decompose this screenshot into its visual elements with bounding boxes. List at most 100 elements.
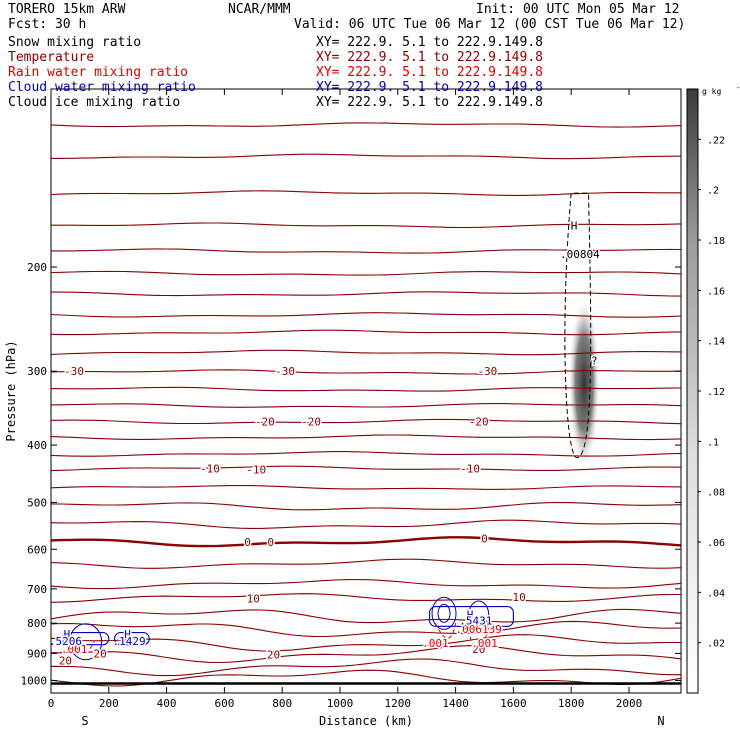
legend-field-name: Temperature xyxy=(8,50,94,65)
isotherm-line xyxy=(51,578,681,590)
isotherm-line xyxy=(51,190,681,196)
isotherm-line xyxy=(51,501,681,511)
contour-label: -20 xyxy=(255,416,275,429)
init-time: Init: 00 UTC Mon 05 Mar 12 xyxy=(476,2,680,17)
isotherm-line xyxy=(51,634,681,652)
contour-label: .00804 xyxy=(560,248,600,261)
isotherm-line xyxy=(51,248,681,254)
cloud-water-contour xyxy=(62,632,110,646)
legend-field-name: Cloud water mixing ratio xyxy=(8,80,196,95)
y-tick-label: 900 xyxy=(27,647,47,660)
colorbar-tick-label: .22 xyxy=(707,135,725,146)
y-tick-label: 1000 xyxy=(21,674,48,687)
x-tick-label: 0 xyxy=(48,697,55,710)
contour-label: H xyxy=(467,609,474,622)
cloud-water-contour xyxy=(468,600,490,630)
contour-label: H xyxy=(64,628,71,641)
contour-label: 20 xyxy=(59,654,72,667)
cloud-ice-shading xyxy=(568,296,601,470)
legend-field-xy: XY= 222.9. 5.1 to 222.9.149.8 xyxy=(316,65,543,80)
colorbar-tick-label: .14 xyxy=(707,337,725,348)
colorbar-tick-label: .1 xyxy=(707,437,719,448)
y-tick-label: 800 xyxy=(27,617,47,630)
rain-contour xyxy=(466,623,491,649)
isotherm-line xyxy=(51,386,681,392)
legend-field-xy: XY= 222.9. 5.1 to 222.9.149.8 xyxy=(316,50,543,65)
x-tick-label: 2000 xyxy=(616,697,643,710)
cloud-water-contour xyxy=(437,603,451,623)
rain-contour xyxy=(434,622,457,639)
forecast-hour: Fcst: 30 h xyxy=(8,17,86,32)
contour-label: -10 xyxy=(460,462,480,475)
contour-label: 10 xyxy=(247,593,260,606)
colorbar-tick-label: .02 xyxy=(707,639,725,650)
contour-label: 0 xyxy=(267,536,274,549)
contour-label: H xyxy=(124,628,131,641)
colorbar-unit-exponent: -1 xyxy=(736,84,740,92)
contour-label: .001 xyxy=(61,643,88,656)
x-axis-label: Distance (km) xyxy=(319,714,413,728)
y-tick-label: 300 xyxy=(27,365,47,378)
x-tick-label: 1000 xyxy=(327,697,354,710)
contour-label: -30 xyxy=(64,365,84,378)
colorbar-tick-label: .12 xyxy=(707,387,725,398)
colorbar-scale xyxy=(686,88,699,694)
x-tick-label: 600 xyxy=(214,697,234,710)
contour-label: -20 xyxy=(469,416,489,429)
contour-label: 10 xyxy=(513,591,526,604)
cloud-water-contour xyxy=(429,606,514,627)
contour-label: -10 xyxy=(246,464,266,477)
isotherm-line xyxy=(51,418,681,425)
isotherm-line xyxy=(51,369,681,375)
colorbar-tick-label: .08 xyxy=(707,488,725,499)
plot-frame xyxy=(50,88,682,694)
colorbar-tick-label: .18 xyxy=(707,236,725,247)
plot-area: -30 -30 -30 -20 -20 -20 -10 -10 -10 0 0 0 10 10 20 20 20… xyxy=(4,88,682,728)
legend-field-xy: XY= 222.9. 5.1 to 222.9.149.8 xyxy=(316,95,543,110)
isotherm-line xyxy=(51,658,681,677)
isotherm-line xyxy=(51,270,681,276)
isotherm-line xyxy=(51,645,681,664)
cloud-water-contour xyxy=(69,623,103,661)
colorbar-tick-label: .2 xyxy=(707,186,719,197)
x-tick-label: 800 xyxy=(272,697,292,710)
contour-label: 20 xyxy=(267,648,280,661)
isotherm-line xyxy=(51,312,681,318)
x-tick-label: 200 xyxy=(99,697,119,710)
y-tick-label: 200 xyxy=(27,261,47,274)
endpoint-right: N xyxy=(657,714,664,728)
isotherm-line xyxy=(51,451,681,457)
isotherm-line xyxy=(51,403,681,408)
colorbar: .02 .04 .06 .08 .1 .12 .14 .16 .18 .2 .22 g kg -1 xyxy=(686,84,740,694)
isotherm-line xyxy=(51,434,681,441)
legend-field-name: Rain water mixing ratio xyxy=(8,65,188,80)
cloud-water-contour xyxy=(431,596,457,630)
isotherm-line xyxy=(51,608,681,624)
colorbar-tick-label: .04 xyxy=(707,588,725,599)
legend-field-name: Cloud ice mixing ratio xyxy=(8,95,180,110)
x-tick-label: 1200 xyxy=(385,697,412,710)
y-tick-label: 600 xyxy=(27,543,47,556)
x-tick-label: 1600 xyxy=(500,697,527,710)
contour-label: 0 xyxy=(481,532,488,545)
contour-label: ? xyxy=(591,355,598,368)
isotherm-line xyxy=(51,519,681,529)
isotherm-line xyxy=(51,536,681,548)
y-tick-label: 400 xyxy=(27,439,47,452)
contour-label: 20 xyxy=(94,647,107,660)
legend-field-xy: XY= 222.9. 5.1 to 222.9.149.8 xyxy=(316,35,543,50)
y-axis-label: Pressure (hPa) xyxy=(4,340,18,441)
contour-label: H xyxy=(571,219,578,232)
x-tick-label: 1400 xyxy=(442,697,469,710)
isotherm-line xyxy=(51,620,681,638)
x-tick-label: 1800 xyxy=(558,697,585,710)
isotherm-line xyxy=(51,593,681,603)
legend-field-name: Snow mixing ratio xyxy=(8,35,141,50)
x-tick-label: 400 xyxy=(157,697,177,710)
colorbar-tick-label: .06 xyxy=(707,538,725,549)
contour-label: .006139 xyxy=(456,623,502,636)
rain-contour xyxy=(67,641,95,654)
y-tick-label: 700 xyxy=(27,583,47,596)
contour-label: .1429 xyxy=(112,635,145,648)
